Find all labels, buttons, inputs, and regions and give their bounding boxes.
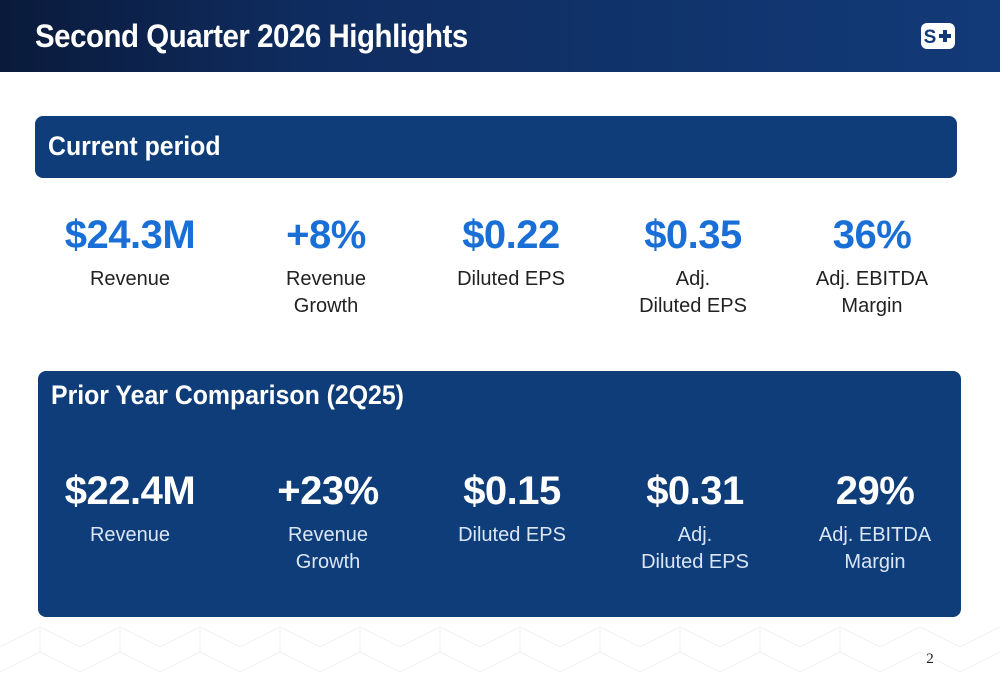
metric-label: Revenue [89, 268, 171, 290]
current-period-bar: Current period [35, 116, 957, 178]
prior-diluted-eps-metric: $0.15 Diluted EPS [427, 467, 597, 549]
prior-year-panel: Prior Year Comparison (2Q25) [38, 371, 961, 617]
metric-value: $22.4M [64, 469, 196, 513]
metric-label: Diluted EPS [458, 524, 566, 546]
svg-text:S: S [924, 27, 937, 48]
hex-background-pattern [0, 626, 1000, 673]
metric-value: +8% [286, 213, 366, 257]
metric-value: $0.15 [463, 469, 561, 513]
prior-revenue-metric: $22.4M Revenue [45, 467, 215, 549]
current-adj-ebitda-margin-metric: 36% Adj. EBITDA Margin [787, 211, 957, 320]
metric-value: +23% [277, 469, 379, 513]
metric-value: $0.35 [644, 213, 742, 257]
page-number: 2 [926, 651, 934, 667]
current-revenue-metric: $24.3M Revenue [45, 211, 215, 293]
prior-adj-diluted-eps-metric: $0.31 Adj. Diluted EPS [610, 467, 780, 576]
metric-value: 29% [835, 469, 915, 513]
metric-label: Revenue [89, 524, 171, 546]
prior-adj-ebitda-margin-metric: 29% Adj. EBITDA Margin [790, 467, 960, 576]
metric-label: Adj. Diluted EPS [641, 524, 749, 573]
current-diluted-eps-metric: $0.22 Diluted EPS [426, 211, 596, 293]
metric-value: $0.22 [462, 213, 560, 257]
slide-title: Second Quarter 2026 Highlights [35, 18, 468, 54]
metric-value: $0.31 [646, 469, 744, 513]
metric-value: $24.3M [64, 213, 196, 257]
current-period-heading: Current period [48, 131, 221, 161]
metric-label: Diluted EPS [457, 268, 565, 290]
current-revenue-growth-metric: +8% Revenue Growth [241, 211, 411, 320]
metric-label: Adj. Diluted EPS [639, 268, 747, 317]
current-adj-diluted-eps-metric: $0.35 Adj. Diluted EPS [608, 211, 778, 320]
prior-year-heading: Prior Year Comparison (2Q25) [51, 380, 404, 410]
metric-label: Revenue Growth [285, 268, 367, 317]
s-plus-logo-icon: S [920, 22, 956, 50]
metric-label: Adj. EBITDA Margin [818, 524, 932, 573]
metric-label: Adj. EBITDA Margin [815, 268, 929, 317]
metric-value: 36% [832, 213, 912, 257]
slide-header: Second Quarter 2026 Highlights S [0, 0, 1000, 72]
metric-label: Revenue Growth [287, 524, 369, 573]
prior-revenue-growth-metric: +23% Revenue Growth [243, 467, 413, 576]
